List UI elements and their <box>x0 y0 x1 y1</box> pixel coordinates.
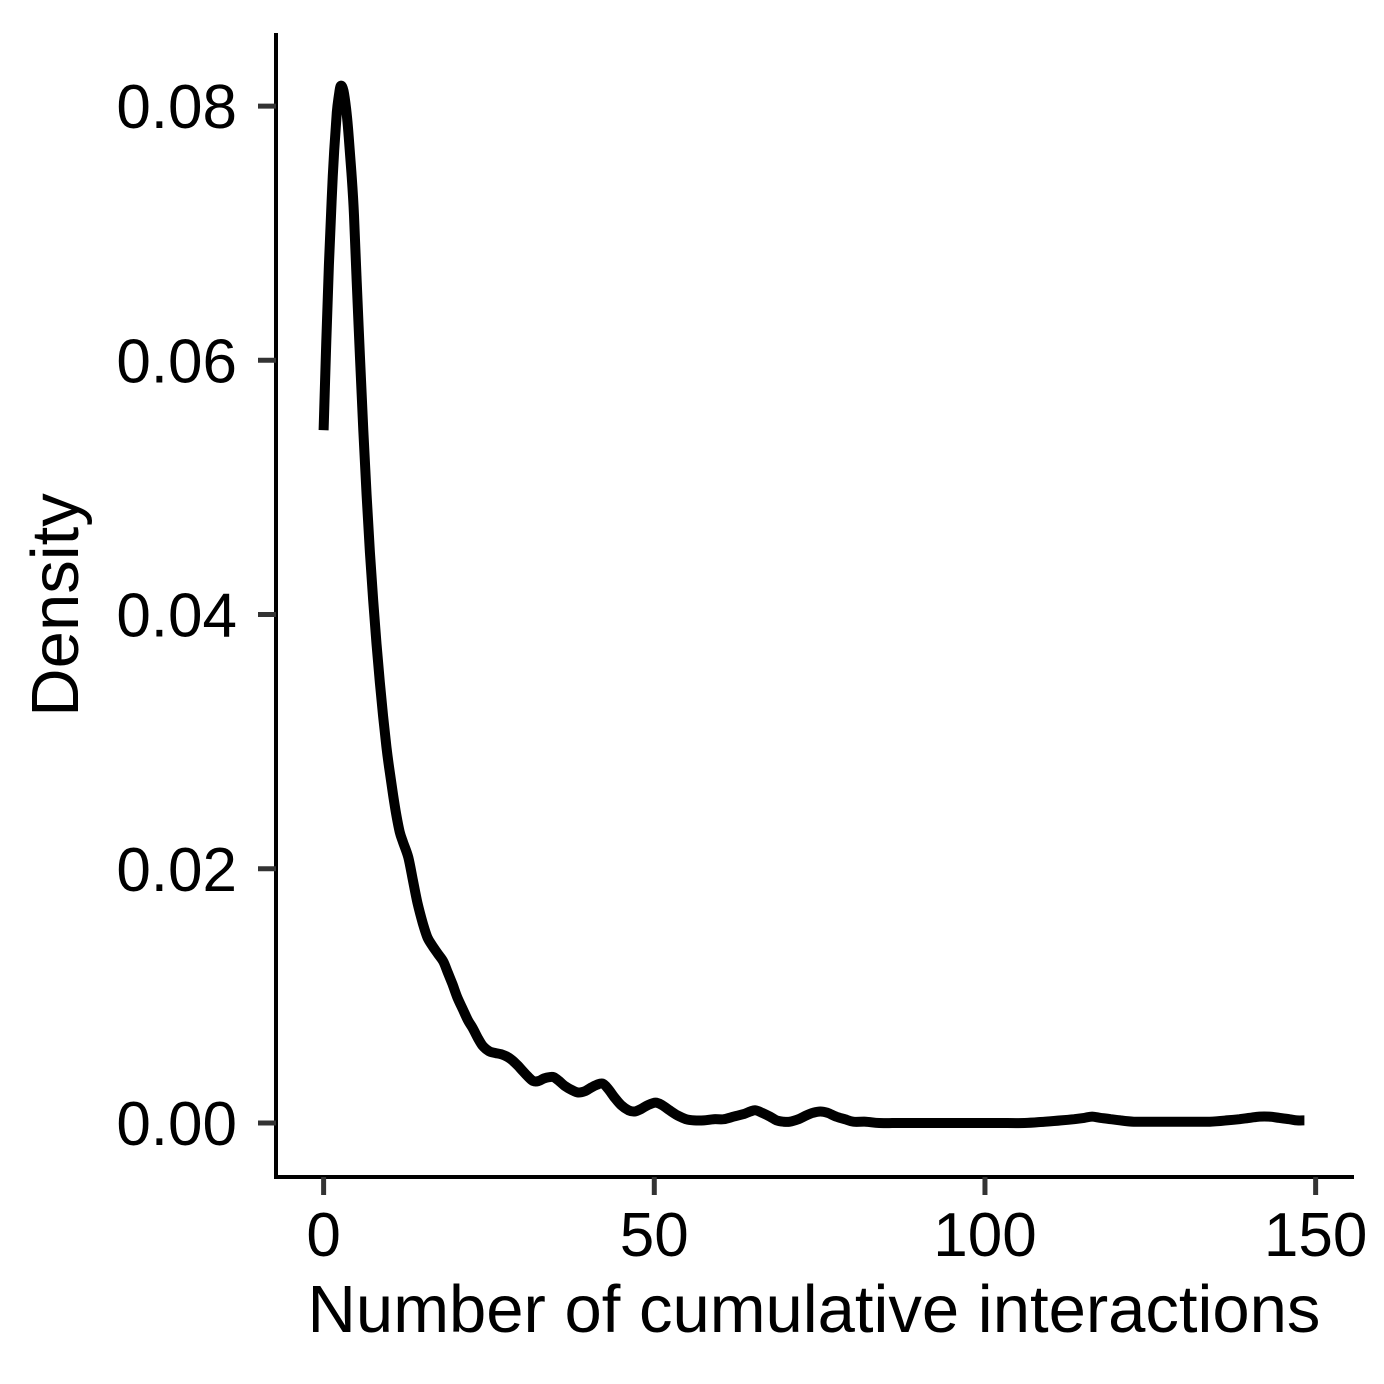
y-tick-label: 0.08 <box>116 73 237 142</box>
x-axis-title: Number of cumulative interactions <box>308 1272 1321 1347</box>
x-axis: 0 50 100 150 <box>274 1175 1367 1270</box>
y-tick-label: 0.04 <box>116 582 237 651</box>
density-line <box>318 80 1305 1129</box>
y-tick-label: 0.00 <box>116 1090 237 1159</box>
x-tick-label: 150 <box>1264 1201 1367 1270</box>
y-tick-label: 0.06 <box>116 327 237 396</box>
y-axis: 0.00 0.02 0.04 0.06 0.08 <box>116 33 278 1177</box>
y-axis-title: Density <box>18 493 93 717</box>
x-tick-label: 100 <box>933 1201 1036 1270</box>
x-tick-label: 50 <box>620 1201 689 1270</box>
density-curve-layer <box>318 80 1305 1129</box>
y-tick-label: 0.02 <box>116 836 237 905</box>
x-tick-label: 0 <box>306 1201 340 1270</box>
